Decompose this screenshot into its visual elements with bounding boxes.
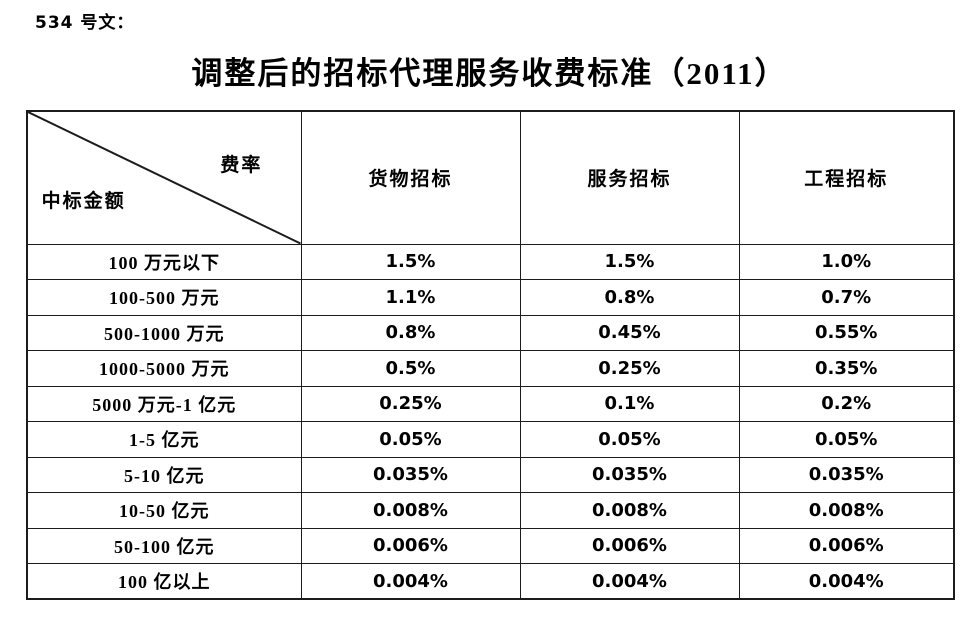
fee-cell: 1.0% xyxy=(738,243,955,280)
corner-label-bid-amount: 中标金额 xyxy=(41,190,126,212)
fee-cell: 0.004% xyxy=(519,563,740,600)
table-body: 100 万元以下 1.5% 1.5% 1.0% 100-500 万元 1.1% 0.8% 0.… xyxy=(26,243,955,600)
row-label: 50-100 亿元 xyxy=(26,527,302,564)
fee-cell: 0.008% xyxy=(519,492,740,529)
fee-cell: 0.35% xyxy=(738,350,955,387)
fee-cell: 0.25% xyxy=(519,350,740,387)
fee-cell: 1.1% xyxy=(300,279,521,316)
fee-cell: 0.004% xyxy=(300,563,521,600)
fee-cell: 0.05% xyxy=(300,421,521,458)
col-header-engineering: 工程招标 xyxy=(738,110,955,245)
fee-cell: 0.1% xyxy=(519,385,740,422)
page-title: 调整后的招标代理服务收费标准（2011） xyxy=(191,56,788,91)
fee-cell: 0.8% xyxy=(519,279,740,316)
fee-cell: 0.8% xyxy=(300,314,521,351)
fee-cell: 0.7% xyxy=(738,279,955,316)
corner-cell: 费率 中标金额 xyxy=(26,110,302,245)
row-label: 100 亿以上 xyxy=(26,563,302,600)
fee-cell: 0.2% xyxy=(738,385,955,422)
row-label: 5-10 亿元 xyxy=(26,456,302,493)
row-label: 1000-5000 万元 xyxy=(26,350,302,387)
table-row: 5000 万元-1 亿元 0.25% 0.1% 0.2% xyxy=(26,385,955,422)
row-label: 100 万元以下 xyxy=(26,243,302,280)
fee-cell: 0.035% xyxy=(738,456,955,493)
table-row: 100-500 万元 1.1% 0.8% 0.7% xyxy=(26,279,955,316)
col-header-services: 服务招标 xyxy=(519,110,740,245)
table-row: 500-1000 万元 0.8% 0.45% 0.55% xyxy=(26,314,955,351)
fee-cell: 0.008% xyxy=(300,492,521,529)
corner-label-fee-rate: 费率 xyxy=(220,155,263,177)
fee-cell: 0.004% xyxy=(738,563,955,600)
table-row: 100 亿以上 0.004% 0.004% 0.004% xyxy=(26,563,955,600)
fee-cell: 1.5% xyxy=(519,243,740,280)
table-row: 100 万元以下 1.5% 1.5% 1.0% xyxy=(26,243,955,280)
row-label: 1-5 亿元 xyxy=(26,421,302,458)
fee-cell: 0.035% xyxy=(519,456,740,493)
fee-cell: 0.25% xyxy=(300,385,521,422)
fee-cell: 0.006% xyxy=(519,527,740,564)
row-label: 100-500 万元 xyxy=(26,279,302,316)
fee-cell: 0.45% xyxy=(519,314,740,351)
fee-cell: 0.008% xyxy=(738,492,955,529)
table-row: 1000-5000 万元 0.5% 0.25% 0.35% xyxy=(26,350,955,387)
fee-cell: 0.035% xyxy=(300,456,521,493)
fee-cell: 0.55% xyxy=(738,314,955,351)
doc-ref: 534 号文： xyxy=(35,13,135,33)
fee-cell: 0.5% xyxy=(300,350,521,387)
table-row: 1-5 亿元 0.05% 0.05% 0.05% xyxy=(26,421,955,458)
col-header-goods: 货物招标 xyxy=(300,110,521,245)
table-row: 5-10 亿元 0.035% 0.035% 0.035% xyxy=(26,456,955,493)
table-row: 50-100 亿元 0.006% 0.006% 0.006% xyxy=(26,527,955,564)
fee-cell: 0.05% xyxy=(519,421,740,458)
header-row: 费率 中标金额 货物招标 服务招标 工程招标 xyxy=(26,110,955,245)
row-label: 500-1000 万元 xyxy=(26,314,302,351)
row-label: 10-50 亿元 xyxy=(26,492,302,529)
fee-cell: 0.05% xyxy=(738,421,955,458)
fee-cell: 0.006% xyxy=(738,527,955,564)
fee-rate-table: 费率 中标金额 货物招标 服务招标 工程招标 100 万元以下 1.5% 1.5% 1… xyxy=(26,110,955,600)
fee-cell: 1.5% xyxy=(300,243,521,280)
row-label: 5000 万元-1 亿元 xyxy=(26,385,302,422)
fee-cell: 0.006% xyxy=(300,527,521,564)
table-row: 10-50 亿元 0.008% 0.008% 0.008% xyxy=(26,492,955,529)
diagonal-line xyxy=(28,112,301,244)
